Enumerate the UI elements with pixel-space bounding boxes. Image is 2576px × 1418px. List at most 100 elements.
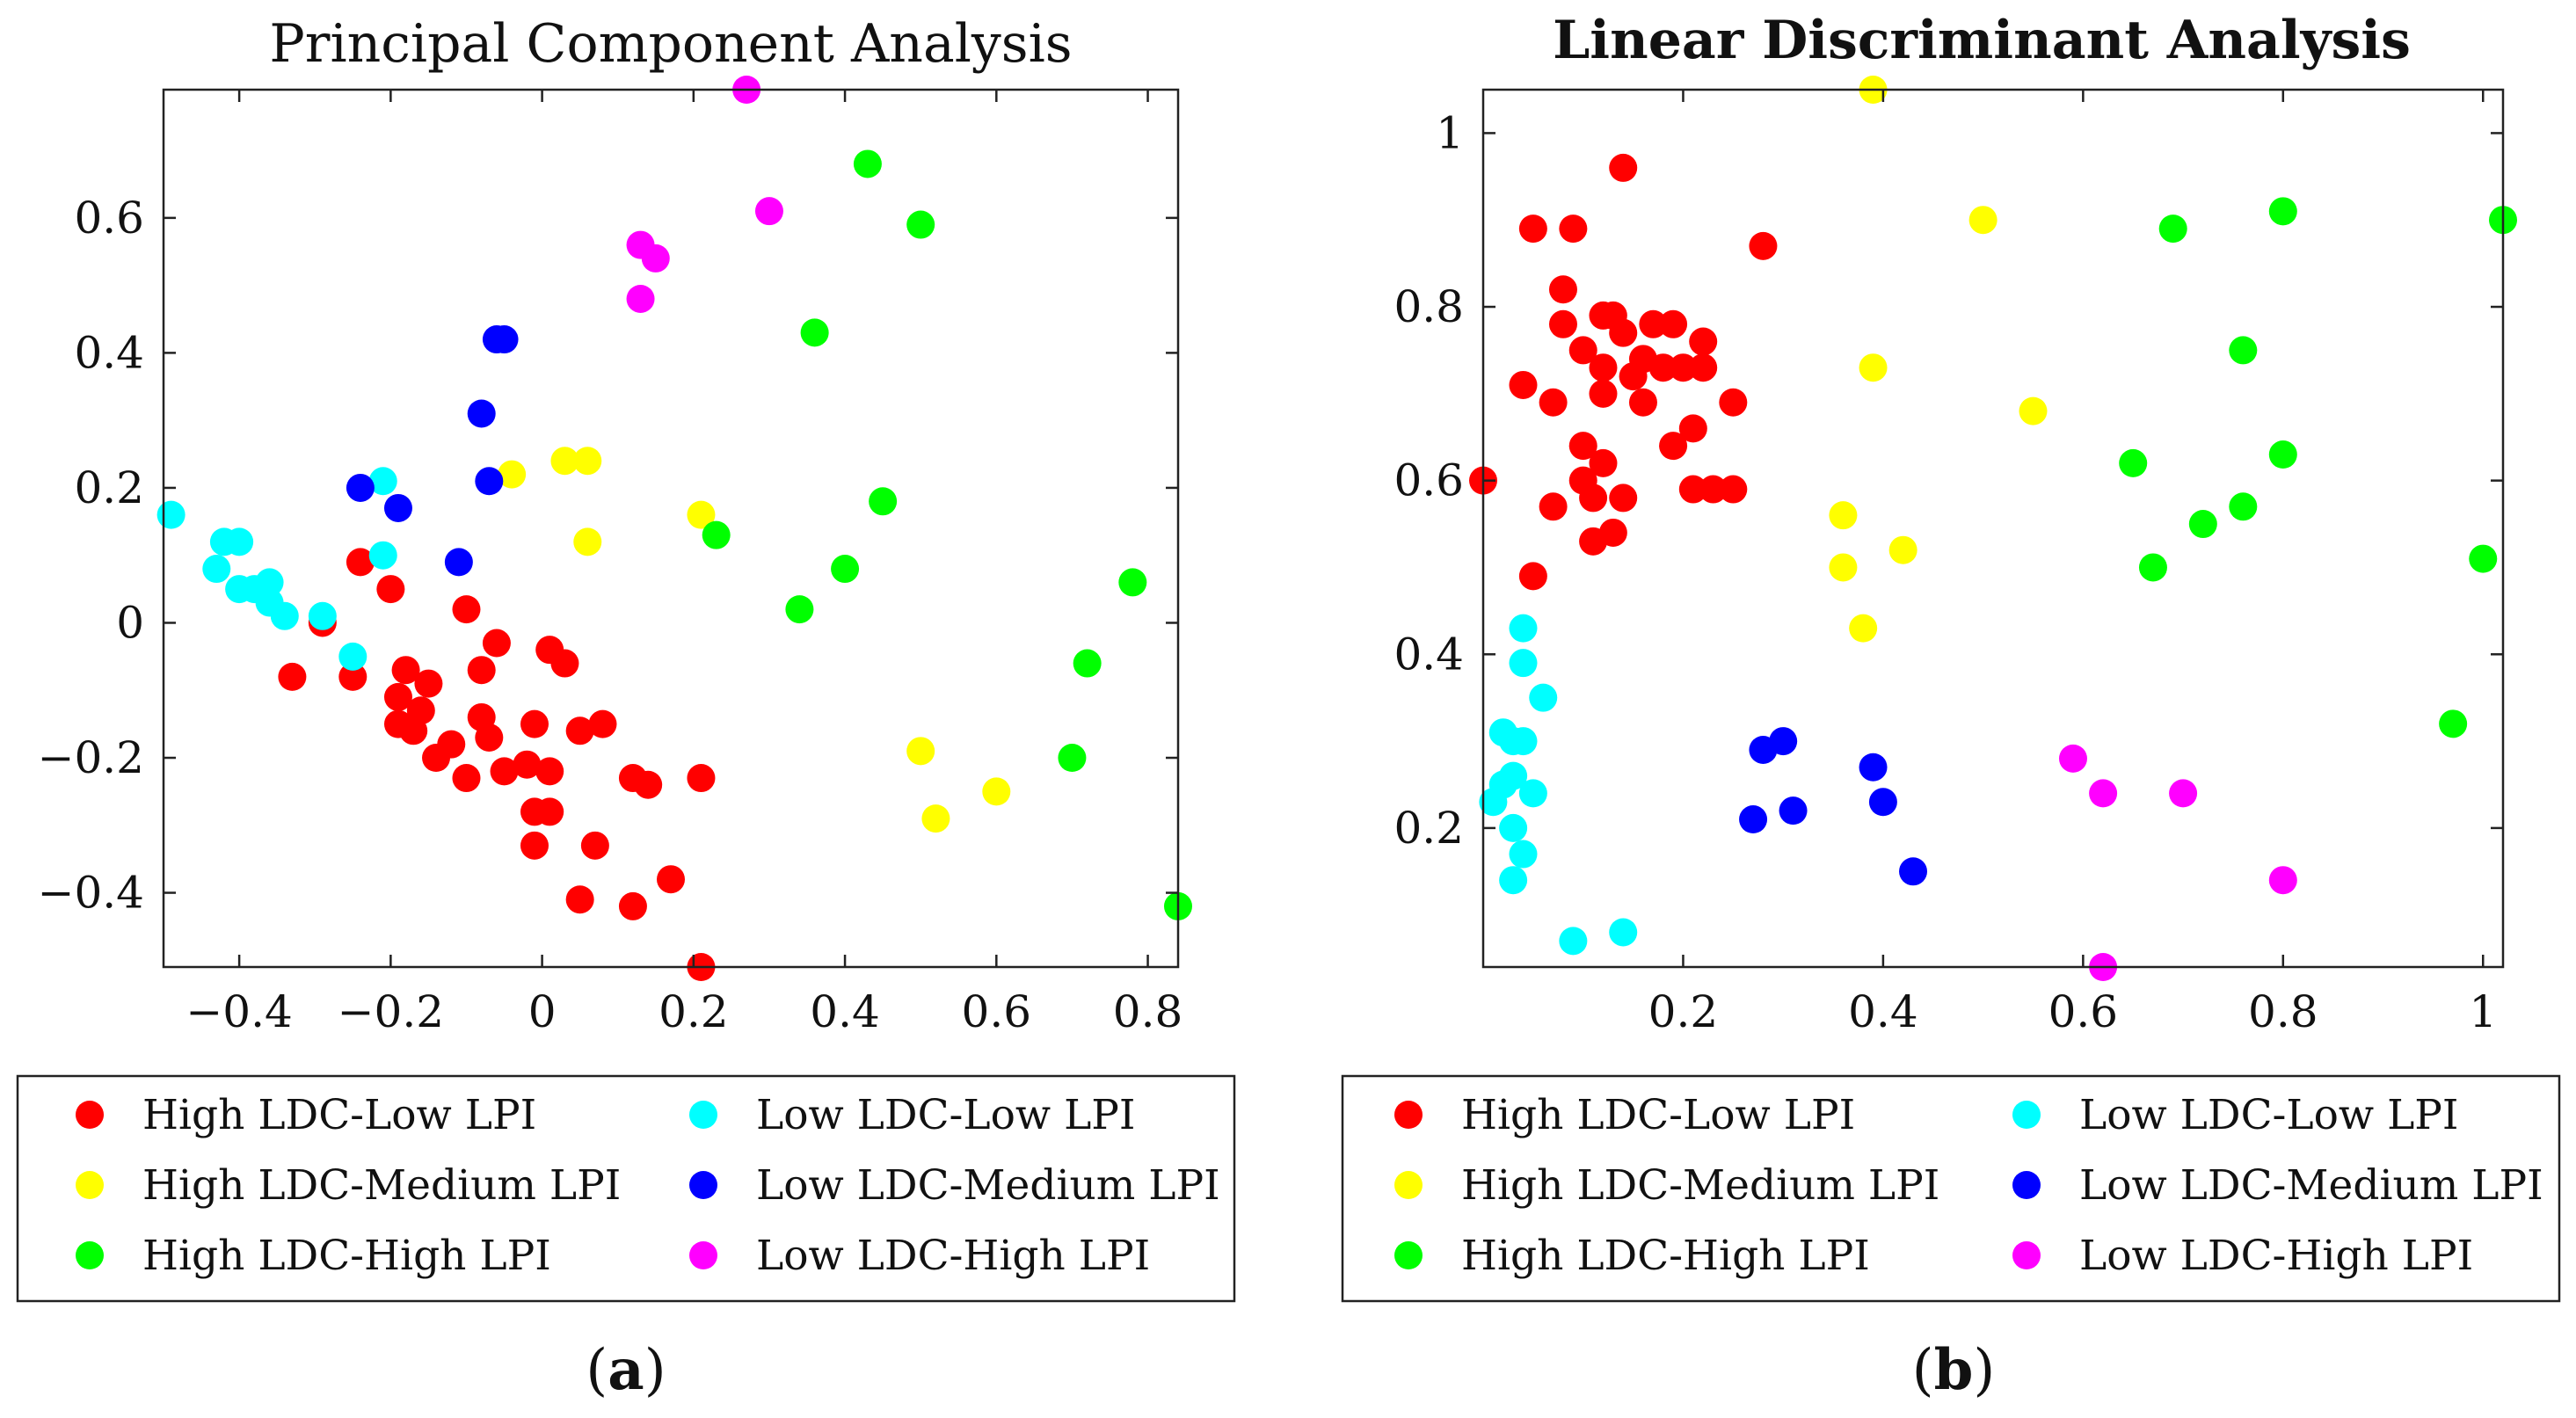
- point-b-s4-2: [1859, 753, 1888, 782]
- ytick-label-a-1: −0.2: [38, 732, 144, 783]
- point-a-s0-23: [550, 649, 579, 678]
- xtick-label-a-1: −0.2: [338, 986, 444, 1037]
- caption-letter-b: b: [1934, 1337, 1974, 1403]
- point-b-s0-27: [1659, 432, 1688, 461]
- legend-label-b-2: High LDC-High LPI: [1461, 1232, 1870, 1280]
- legend-b: High LDC-Low LPI High LDC-Medium LPI High …: [1341, 1074, 2561, 1303]
- point-b-s0-6: [1548, 309, 1577, 338]
- xtick-label-b-2: 0.6: [2048, 986, 2119, 1037]
- caption-a: (a): [586, 1337, 666, 1403]
- point-b-s1-7: [1849, 614, 1878, 643]
- point-a-s3-0: [156, 500, 186, 529]
- point-b-s0-37: [1598, 518, 1627, 547]
- point-b-s0-17: [1648, 353, 1677, 382]
- point-b-s5-2: [2169, 779, 2198, 808]
- point-b-s2-4: [2119, 448, 2148, 477]
- legend-box-b: [1341, 1074, 2561, 1303]
- legend-label-a-3: Low LDC-Low LPI: [756, 1091, 1136, 1139]
- plot-frame-a: [162, 88, 1180, 969]
- point-b-s0-11: [1659, 309, 1688, 338]
- point-b-s3-14: [1609, 918, 1638, 947]
- point-b-s0-10: [1639, 309, 1668, 338]
- point-a-s0-1: [278, 662, 307, 691]
- point-b-s0-13: [1568, 336, 1597, 365]
- point-a-s0-9: [414, 669, 443, 698]
- ytick-label-a-5: 0.6: [74, 193, 144, 244]
- point-b-s1-2: [1859, 353, 1888, 382]
- legend-marker-b-1: [1394, 1171, 1423, 1199]
- scatter-points-b: [1469, 76, 2517, 981]
- point-a-s4-5: [467, 399, 496, 428]
- point-b-s0-20: [1509, 370, 1538, 399]
- caption-letter-a: a: [608, 1337, 644, 1403]
- point-a-s0-29: [588, 709, 617, 738]
- xtick-label-b-0: 0.2: [1648, 986, 1719, 1037]
- chart-panel-a: Principal Component Analysis −0.4 −0.2 0 0.…: [16, 13, 1236, 1403]
- point-a-s3-11: [368, 467, 397, 496]
- point-b-s3-1: [1509, 649, 1538, 678]
- axis-ticks-a: −0.4 −0.2 0 0.2 0.4 0.6 0.8 −0.4 −0.2 0 0.2 0.4 0.6: [38, 90, 1183, 1037]
- point-a-s0-2: [338, 662, 367, 691]
- scatter-points-a: [156, 76, 1192, 981]
- point-b-s0-28: [1678, 414, 1707, 443]
- point-a-s0-12: [437, 730, 466, 759]
- point-b-s0-31: [1609, 484, 1638, 513]
- point-a-s2-5: [831, 555, 860, 584]
- point-b-s3-0: [1509, 614, 1538, 643]
- point-a-s1-3: [573, 527, 602, 556]
- ytick-label-b-3: 0.8: [1394, 281, 1464, 332]
- point-a-s1-2: [573, 447, 602, 476]
- point-b-s4-4: [1739, 805, 1768, 834]
- xtick-label-a-0: −0.4: [186, 986, 292, 1037]
- xtick-label-b-4: 1: [2469, 986, 2497, 1037]
- point-a-s0-36: [687, 764, 716, 793]
- chart-panel-b: Linear Discriminant Analysis 0.2 0.4 0.6 0.…: [1341, 10, 2561, 1403]
- point-b-s0-19: [1689, 353, 1718, 382]
- legend-marker-b-4: [2012, 1171, 2041, 1199]
- point-a-s4-2: [444, 548, 473, 577]
- point-b-s3-9: [1518, 779, 1547, 808]
- ytick-label-a-4: 0.4: [74, 327, 144, 378]
- point-a-s0-21: [520, 709, 549, 738]
- legend-box-a: [16, 1074, 1236, 1303]
- point-b-s0-30: [1579, 484, 1608, 513]
- point-a-s4-6: [475, 467, 504, 496]
- point-b-s0-12: [1689, 327, 1718, 356]
- point-b-s1-4: [1829, 501, 1858, 530]
- point-a-s0-19: [490, 757, 519, 786]
- xtick-label-b-3: 0.8: [2248, 986, 2318, 1037]
- point-b-s2-8: [2138, 553, 2167, 582]
- point-a-s0-32: [618, 891, 647, 920]
- point-a-s1-6: [921, 804, 950, 833]
- point-b-s0-33: [1699, 475, 1728, 504]
- point-b-s4-1: [1769, 727, 1798, 756]
- point-a-s0-17: [452, 595, 481, 624]
- point-b-s3-13: [1559, 927, 1588, 956]
- point-b-s0-25: [1568, 432, 1597, 461]
- legend-label-a-4: Low LDC-Medium LPI: [756, 1161, 1220, 1210]
- point-a-s2-2: [800, 318, 829, 347]
- point-b-s0-24: [1719, 388, 1748, 417]
- xtick-label-a-6: 0.8: [1113, 986, 1183, 1037]
- point-b-s2-0: [2158, 215, 2187, 244]
- xtick-label-a-3: 0.2: [659, 986, 729, 1037]
- point-a-s2-1: [906, 210, 935, 239]
- legend-label-a-1: High LDC-Medium LPI: [142, 1161, 621, 1210]
- point-a-s1-1: [550, 447, 579, 476]
- ytick-label-b-1: 0.4: [1394, 629, 1464, 680]
- point-b-s3-10: [1499, 813, 1528, 842]
- point-b-s2-9: [2469, 544, 2498, 573]
- point-b-s3-5: [1499, 727, 1528, 756]
- legend-label-b-4: Low LDC-Medium LPI: [2079, 1161, 2543, 1210]
- point-a-s4-0: [346, 473, 375, 502]
- point-a-s0-3: [346, 548, 375, 577]
- point-a-s2-4: [702, 520, 731, 549]
- point-a-s3-6: [255, 568, 284, 597]
- point-b-s0-9: [1609, 318, 1638, 347]
- chart-title-a: Principal Component Analysis: [269, 13, 1072, 75]
- point-a-s4-4: [490, 325, 519, 354]
- point-b-s0-4: [1749, 231, 1778, 260]
- xtick-label-b-1: 0.4: [1848, 986, 1918, 1037]
- point-a-s3-2: [225, 527, 254, 556]
